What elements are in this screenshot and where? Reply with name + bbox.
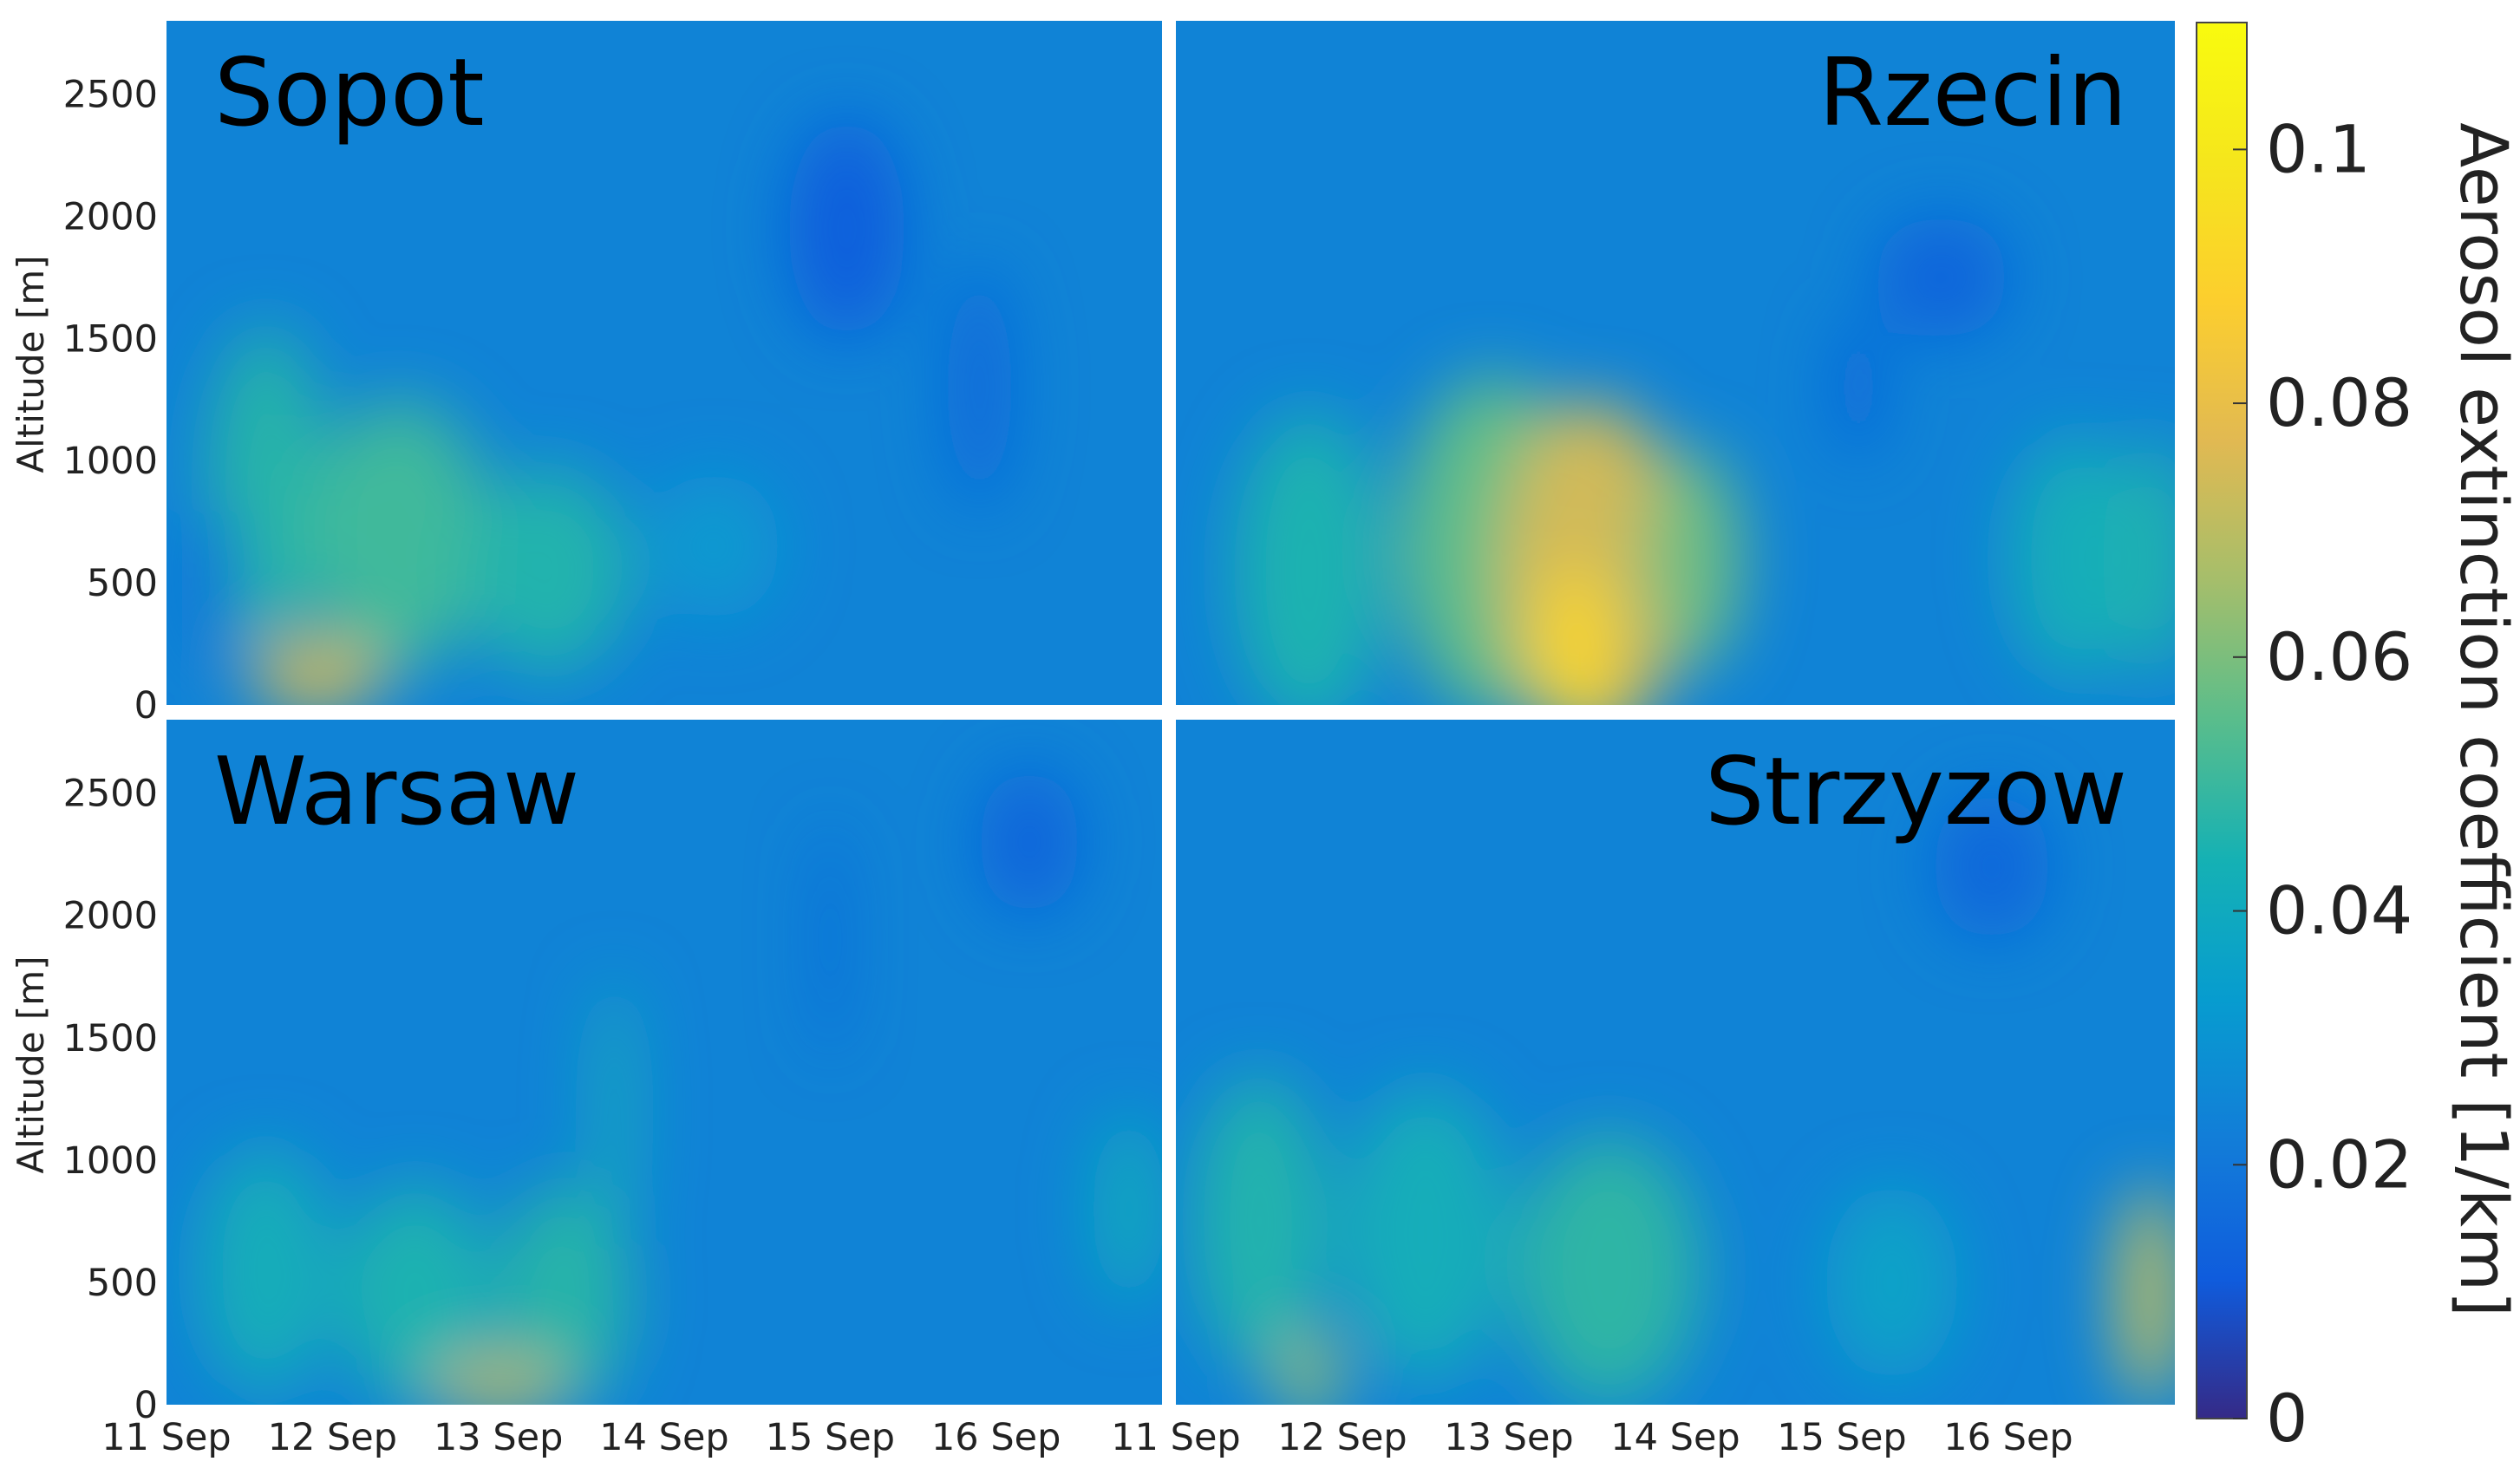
x-tick-label: 16 Sep	[931, 1416, 1061, 1459]
x-tick-label: 11 Sep	[101, 1416, 231, 1459]
extinction-blob	[1875, 216, 2008, 339]
extinction-blob	[979, 768, 1080, 916]
extinction-blob	[498, 1184, 631, 1405]
panel-warsaw: Warsaw	[166, 720, 1162, 1405]
extinction-blob	[196, 509, 237, 656]
y-tick-label: 0	[134, 684, 158, 727]
extinction-blob	[2125, 436, 2175, 681]
panel-label-sopot: Sopot	[214, 39, 485, 147]
extinction-blob	[432, 1355, 565, 1405]
extinction-blob	[788, 118, 905, 339]
colorbar-ticks: 0 0.02 0.04 0.06 0.08 0.1	[2233, 110, 2412, 1457]
extinction-blob	[594, 976, 635, 1246]
colorbar-gradient	[2196, 22, 2248, 1419]
extinction-blob	[207, 326, 324, 644]
extinction-blob	[1192, 1074, 1326, 1368]
y-tick-labels: 0 500 1000 1500 2000 2500 0 500 1000 1500 2000 2500	[63, 74, 158, 1427]
y-tick-label: 2500	[63, 74, 158, 117]
extinction-blob	[1833, 314, 1883, 461]
x-tick-label: 12 Sep	[1277, 1416, 1407, 1459]
y-tick-label: 1500	[63, 1017, 158, 1060]
extinction-blob	[465, 467, 631, 674]
extinction-blob	[2008, 436, 2142, 681]
y-tick-label: 2500	[63, 773, 158, 816]
panel-label-strzyzow: Strzyzow	[1705, 738, 2127, 846]
extinction-blob	[2116, 1184, 2175, 1405]
extinction-blob	[1933, 793, 2050, 940]
y-tick-label: 1000	[63, 440, 158, 483]
x-tick-labels: 11 Sep 12 Sep 13 Sep 14 Sep 15 Sep 16 Sep 11 S…	[101, 1416, 2073, 1459]
extinction-blob	[1234, 411, 1384, 705]
panel-rzecin: Rzecin	[1176, 21, 2175, 705]
extinction-blob	[946, 264, 1013, 510]
colorbar-tick-label: 0.02	[2266, 1125, 2412, 1203]
colorbar-tick-label: 0.06	[2266, 618, 2412, 695]
colorbar-tick-label: 0	[2266, 1380, 2308, 1457]
extinction-blob	[1092, 1111, 1162, 1308]
y-tick-label: 2000	[63, 895, 158, 938]
extinction-blob	[307, 399, 491, 669]
extinction-blob	[1825, 1184, 1959, 1380]
colorbar: 0 0.02 0.04 0.06 0.08 0.1 Aerosol extinction …	[2196, 22, 2520, 1457]
extinction-blob	[1279, 1331, 1340, 1405]
panels-group: Sopot Rzecin Warsaw Strzyzow	[166, 21, 2175, 1405]
x-tick-label: 13 Sep	[1444, 1416, 1573, 1459]
extinction-blob	[647, 473, 780, 620]
extinction-blob	[340, 1184, 491, 1405]
extinction-blob	[1517, 1135, 1701, 1405]
y-tick-label: 500	[87, 1262, 158, 1305]
y-tick-label: 1000	[63, 1139, 158, 1183]
x-tick-label: 13 Sep	[434, 1416, 563, 1459]
panel-sopot: Sopot	[166, 21, 1162, 705]
x-tick-label: 12 Sep	[268, 1416, 397, 1459]
x-tick-label: 15 Sep	[1777, 1416, 1906, 1459]
extinction-blob	[819, 817, 840, 1062]
y-tick-label: 2000	[63, 195, 158, 238]
x-tick-label: 14 Sep	[599, 1416, 728, 1459]
y-tick-label: 0	[134, 1384, 158, 1427]
colorbar-label: Aerosol extinction coefficient [1/km]	[2445, 122, 2520, 1316]
x-tick-label: 16 Sep	[1943, 1416, 2073, 1459]
panel-strzyzow: Strzyzow	[1176, 720, 2175, 1405]
colorbar-tick-label: 0.1	[2266, 110, 2371, 187]
x-tick-label: 11 Sep	[1111, 1416, 1240, 1459]
panel-label-rzecin: Rzecin	[1818, 39, 2127, 147]
extinction-blob	[1342, 1086, 1509, 1380]
colorbar-tick-label: 0.08	[2266, 364, 2412, 441]
extinction-blob	[199, 1147, 333, 1393]
y-axis-label-top: Altitude [m]	[10, 255, 52, 473]
y-tick-label: 500	[87, 562, 158, 605]
y-tick-label: 1500	[63, 317, 158, 361]
extinction-blob	[249, 638, 382, 705]
extinction-blob	[1538, 565, 1613, 705]
y-axis-label-bottom: Altitude [m]	[10, 956, 52, 1173]
colorbar-tick-label: 0.04	[2266, 872, 2412, 949]
x-tick-label: 14 Sep	[1610, 1416, 1740, 1459]
x-tick-label: 15 Sep	[766, 1416, 895, 1459]
extinction-blob	[1642, 448, 1742, 669]
panel-label-warsaw: Warsaw	[214, 738, 579, 846]
